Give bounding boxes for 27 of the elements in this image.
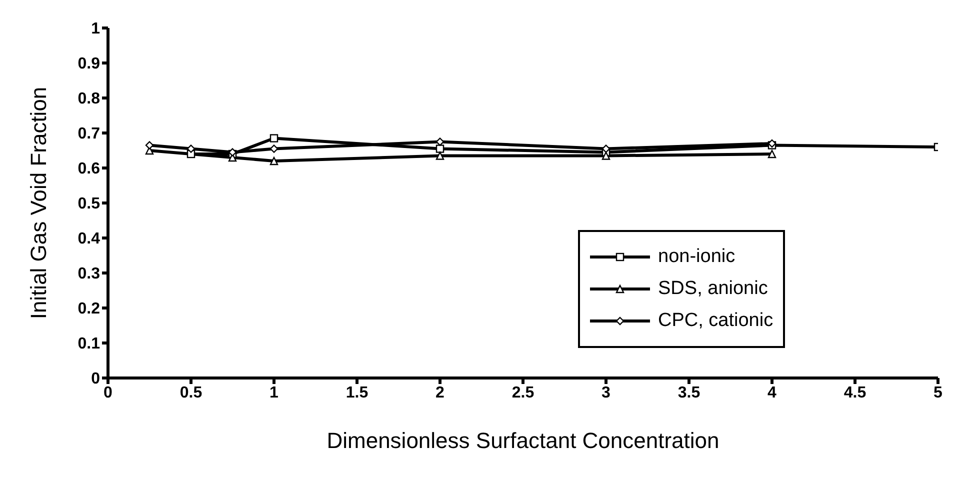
- y-tick-label: 0.6: [78, 160, 100, 178]
- y-tick-label: 1: [91, 20, 100, 38]
- x-tick-label: 1: [270, 384, 279, 402]
- y-tick-label: 0.7: [78, 126, 100, 143]
- x-tick-label: 3.5: [678, 384, 700, 402]
- y-tick-label: 0.4: [78, 230, 100, 248]
- y-tick-label: 0.1: [78, 336, 100, 353]
- y-axis-title: Initial Gas Void Fraction: [26, 86, 51, 320]
- legend-label: non-ionic: [658, 246, 736, 268]
- y-tick-label: 0: [91, 370, 100, 388]
- y-tick-label: 0.2: [78, 300, 100, 318]
- x-tick-label: 0.5: [180, 384, 202, 402]
- y-tick-label: 0.3: [78, 266, 100, 283]
- x-tick-label: 1.5: [346, 384, 368, 402]
- legend-label: SDS, anionic: [658, 278, 768, 300]
- x-axis-title: Dimensionless Surfactant Concentration: [326, 428, 720, 453]
- legend-label: CPC, cationic: [658, 310, 774, 332]
- x-tick-label: 2: [436, 384, 445, 402]
- x-tick-label: 0: [104, 384, 113, 402]
- y-tick-label: 0.8: [78, 90, 100, 108]
- y-tick-label: 0.9: [78, 56, 100, 73]
- x-tick-label: 3: [602, 384, 611, 402]
- x-tick-label: 5: [934, 384, 943, 402]
- x-tick-label: 4: [768, 384, 777, 402]
- x-tick-label: 4.5: [844, 384, 866, 402]
- y-tick-label: 0.5: [78, 196, 100, 213]
- x-tick-label: 2.5: [512, 384, 534, 402]
